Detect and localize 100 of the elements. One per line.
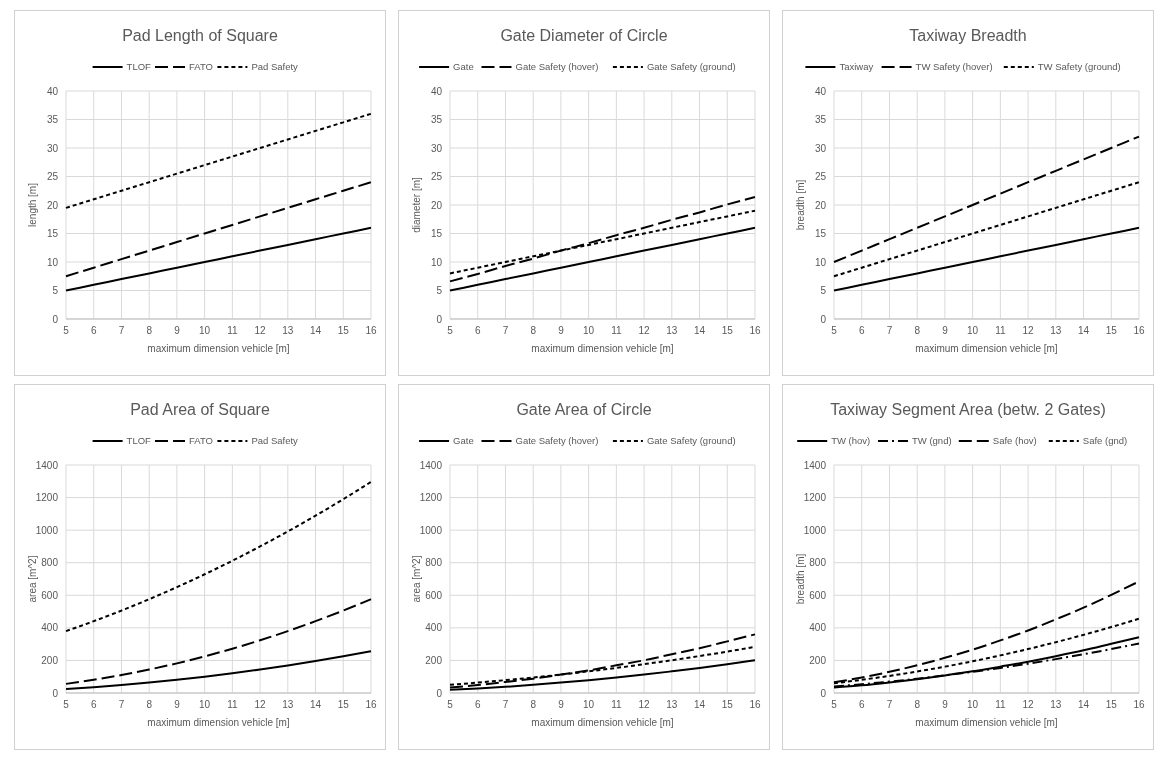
y-tick-label: 35 bbox=[814, 114, 827, 125]
y-tick-label: 30 bbox=[46, 142, 59, 154]
x-tick-label: 14 bbox=[693, 699, 706, 710]
x-tick-label: 6 bbox=[90, 325, 97, 336]
x-tick-label: 9 bbox=[174, 325, 181, 336]
x-tick-label: 12 bbox=[254, 699, 267, 710]
x-tick-label: 11 bbox=[995, 325, 1006, 336]
y-tick-label: 1200 bbox=[35, 492, 59, 504]
y-tick-label: 40 bbox=[814, 85, 827, 97]
x-tick-label: 7 bbox=[502, 325, 509, 336]
y-tick-label: 400 bbox=[809, 622, 827, 634]
x-tick-label: 13 bbox=[282, 325, 294, 336]
y-tick-label: 15 bbox=[46, 228, 59, 239]
y-tick-label: 0 bbox=[52, 313, 59, 325]
y-tick-label: 35 bbox=[430, 114, 443, 125]
y-tick-label: 10 bbox=[46, 256, 59, 268]
legend-label: TW (gnd) bbox=[912, 435, 952, 447]
legend-label: TW Safety (hover) bbox=[915, 61, 993, 73]
x-axis-title: maximum dimension vehicle [m] bbox=[915, 717, 1058, 728]
chart-title: Pad Area of Square bbox=[130, 401, 270, 418]
x-tick-label: 12 bbox=[1022, 325, 1035, 336]
x-tick-label: 5 bbox=[63, 699, 70, 710]
y-tick-label: 30 bbox=[814, 142, 827, 154]
x-tick-label: 13 bbox=[282, 699, 294, 710]
x-tick-label: 15 bbox=[1105, 325, 1118, 336]
x-tick-label: 8 bbox=[530, 325, 537, 336]
x-axis-title: maximum dimension vehicle [m] bbox=[531, 343, 674, 354]
x-tick-label: 10 bbox=[199, 325, 211, 336]
legend-label: Taxiway bbox=[839, 61, 874, 73]
x-tick-label: 7 bbox=[118, 699, 125, 710]
legend-label: TLOF bbox=[126, 61, 152, 73]
y-tick-label: 0 bbox=[52, 687, 59, 699]
x-tick-label: 6 bbox=[858, 325, 865, 336]
chart-title: Pad Length of Square bbox=[122, 27, 278, 44]
y-tick-label: 1000 bbox=[419, 524, 443, 536]
legend-label: Safe (hov) bbox=[992, 435, 1037, 447]
x-tick-label: 14 bbox=[693, 325, 706, 336]
x-tick-label: 15 bbox=[337, 325, 350, 336]
x-tick-label: 6 bbox=[474, 325, 481, 336]
y-tick-label: 25 bbox=[46, 171, 59, 182]
x-tick-label: 15 bbox=[337, 699, 350, 710]
x-tick-label: 16 bbox=[1133, 699, 1145, 710]
x-tick-label: 9 bbox=[558, 325, 565, 336]
y-tick-label: 15 bbox=[814, 228, 827, 239]
legend-label: Gate bbox=[453, 61, 474, 73]
legend-label: FATO bbox=[189, 61, 213, 73]
x-tick-label: 16 bbox=[365, 325, 377, 336]
legend-label: TW Safety (ground) bbox=[1037, 61, 1121, 73]
x-tick-label: 12 bbox=[1022, 699, 1035, 710]
y-tick-label: 30 bbox=[430, 142, 443, 154]
x-tick-label: 13 bbox=[1050, 699, 1062, 710]
legend-label: Gate Safety (hover) bbox=[515, 61, 599, 73]
y-tick-label: 600 bbox=[809, 589, 827, 601]
y-tick-label: 600 bbox=[41, 589, 59, 601]
y-tick-label: 20 bbox=[46, 199, 59, 211]
x-tick-label: 7 bbox=[886, 325, 893, 336]
y-tick-label: 10 bbox=[814, 256, 827, 268]
x-tick-label: 12 bbox=[638, 699, 651, 710]
y-tick-label: 1000 bbox=[35, 524, 59, 536]
x-tick-label: 5 bbox=[831, 325, 838, 336]
x-tick-label: 9 bbox=[942, 699, 949, 710]
y-tick-label: 0 bbox=[436, 687, 443, 699]
y-tick-label: 35 bbox=[46, 114, 59, 125]
y-tick-label: 40 bbox=[46, 85, 59, 97]
x-tick-label: 10 bbox=[967, 325, 979, 336]
x-tick-label: 9 bbox=[942, 325, 949, 336]
legend-label: Gate Safety (ground) bbox=[646, 435, 736, 447]
y-tick-label: 200 bbox=[41, 654, 59, 666]
x-tick-label: 16 bbox=[1133, 325, 1145, 336]
y-tick-label: 5 bbox=[436, 285, 443, 296]
chart-title: Taxiway Segment Area (betw. 2 Gates) bbox=[830, 401, 1106, 418]
x-tick-label: 8 bbox=[914, 325, 921, 336]
x-tick-label: 8 bbox=[530, 699, 537, 710]
x-tick-label: 10 bbox=[583, 699, 595, 710]
y-tick-label: 15 bbox=[430, 228, 443, 239]
x-tick-label: 7 bbox=[118, 325, 125, 336]
chart-title: Gate Diameter of Circle bbox=[500, 27, 668, 44]
y-tick-label: 400 bbox=[41, 622, 59, 634]
y-tick-label: 400 bbox=[425, 622, 443, 634]
x-tick-label: 11 bbox=[227, 699, 238, 710]
x-tick-label: 5 bbox=[831, 699, 838, 710]
y-tick-label: 800 bbox=[41, 557, 59, 569]
x-tick-label: 13 bbox=[666, 325, 678, 336]
chart-title: Gate Area of Circle bbox=[516, 401, 652, 418]
x-tick-label: 15 bbox=[1105, 699, 1118, 710]
y-tick-label: 1400 bbox=[419, 459, 443, 471]
y-axis-title: area [m^2] bbox=[27, 555, 38, 603]
x-tick-label: 12 bbox=[254, 325, 267, 336]
x-tick-label: 9 bbox=[174, 699, 181, 710]
x-tick-label: 5 bbox=[447, 325, 454, 336]
x-tick-label: 11 bbox=[227, 325, 238, 336]
legend-label: Gate bbox=[453, 435, 474, 447]
x-tick-label: 8 bbox=[146, 325, 153, 336]
y-tick-label: 5 bbox=[52, 285, 59, 296]
x-tick-label: 7 bbox=[502, 699, 509, 710]
x-tick-label: 15 bbox=[721, 325, 734, 336]
x-tick-label: 8 bbox=[914, 699, 921, 710]
x-tick-label: 14 bbox=[1077, 325, 1090, 336]
x-tick-label: 11 bbox=[995, 699, 1006, 710]
y-tick-label: 20 bbox=[430, 199, 443, 211]
